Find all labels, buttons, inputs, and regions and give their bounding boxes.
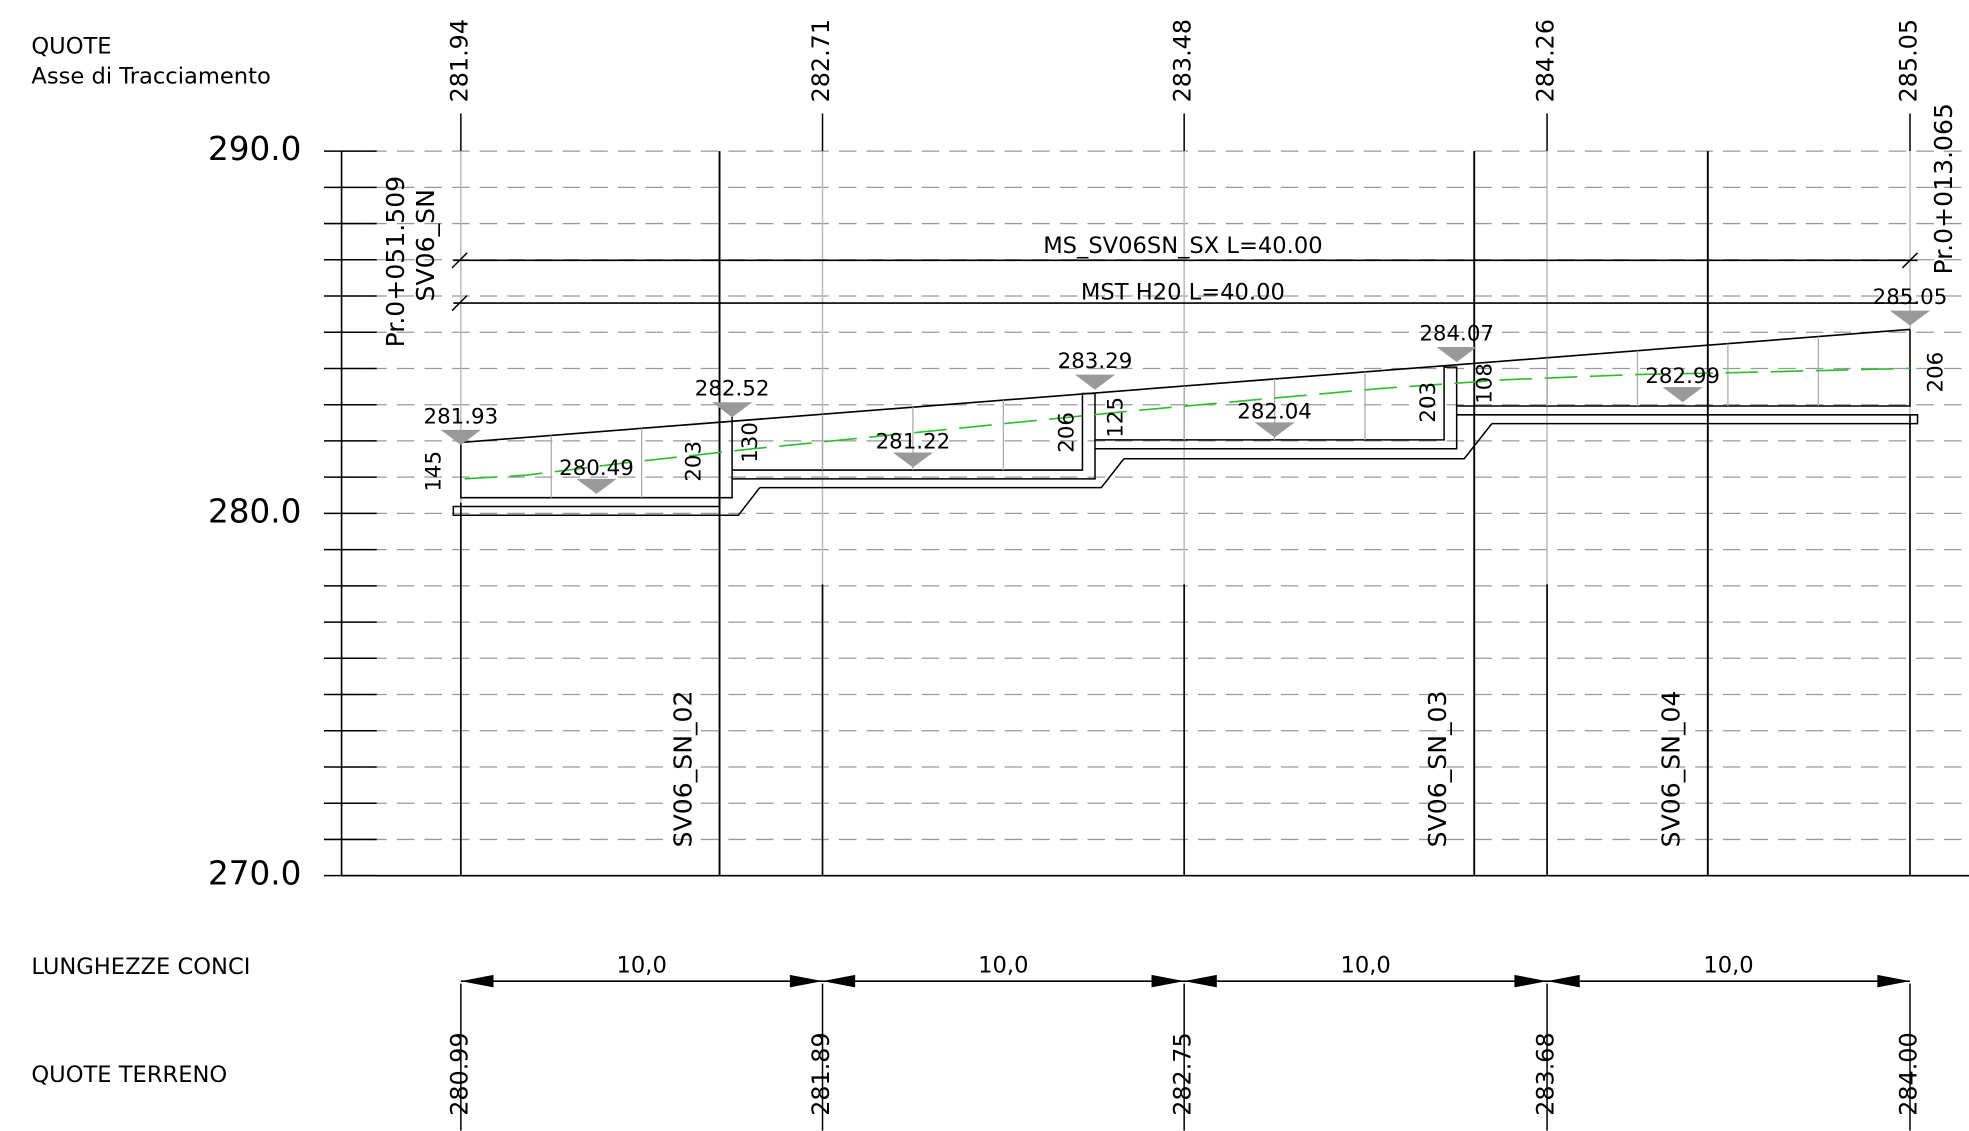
arrow-head <box>1514 974 1548 988</box>
outline <box>1095 366 1458 450</box>
outline <box>1456 329 1911 407</box>
ground-elevation: 284.00 <box>1894 1032 1922 1115</box>
station-elevation: 282.71 <box>807 19 835 102</box>
ground-elevation: 282.75 <box>1169 1032 1197 1115</box>
wall-label: SV06_SN_03 <box>1423 691 1452 848</box>
beam-label: MST H20 L=40.00 <box>1081 280 1285 306</box>
dimension-label: 203 <box>1416 382 1441 423</box>
dimension-label: 203 <box>681 441 706 482</box>
bottom-elevation: 281.22 <box>876 429 951 454</box>
outline <box>452 404 761 517</box>
outline <box>732 392 1096 480</box>
elevation-marker <box>712 402 753 418</box>
elevation-marker <box>1254 422 1295 438</box>
elevation-marker <box>1889 310 1931 326</box>
arrow-head <box>460 974 494 988</box>
dimension-label: 206 <box>1923 352 1948 393</box>
arrow-head <box>1151 974 1185 988</box>
row-label: LUNGHEZZE CONCI <box>31 954 250 980</box>
ground-elevation: 281.89 <box>807 1032 835 1115</box>
section-progressive: Pr.0+051.509 <box>381 176 410 348</box>
top-elevation: 284.07 <box>1419 321 1494 346</box>
elevation-label: 290.0 <box>208 130 301 168</box>
outline <box>1456 414 1919 425</box>
arrow-head <box>1877 974 1910 988</box>
dimension-label: 125 <box>1103 397 1128 438</box>
dimension-label: 130 <box>738 422 763 463</box>
top-elevation: 282.52 <box>695 377 770 402</box>
ground-elevation: 280.99 <box>445 1032 473 1115</box>
elevation-marker <box>892 452 934 468</box>
elevation-marker <box>1074 374 1116 390</box>
station-elevation: 283.48 <box>1169 19 1197 102</box>
beam-label: MS_SV06SN_SX L=40.00 <box>1043 233 1322 259</box>
dimension-label: 206 <box>1054 412 1079 453</box>
elevation-marker <box>576 478 617 494</box>
station-elevation: 281.94 <box>445 19 473 102</box>
arrow-head <box>1547 974 1580 988</box>
outline <box>464 367 1911 480</box>
elevation-marker <box>1662 387 1703 403</box>
wall-label: SV06_SN_04 <box>1657 691 1686 848</box>
wall-label: SV06_SN_02 <box>668 691 697 848</box>
row-label: QUOTE TERRENO <box>31 1062 227 1088</box>
line <box>1901 252 1919 269</box>
line <box>451 252 468 269</box>
top-elevation: 281.93 <box>424 404 499 429</box>
segment-length: 10,0 <box>1340 953 1390 979</box>
header-subtitle: Asse di Tracciamento <box>31 64 270 90</box>
dimension-label: 145 <box>421 451 446 492</box>
top-elevation: 283.29 <box>1058 349 1133 374</box>
bottom-elevation: 282.04 <box>1237 399 1312 424</box>
line <box>451 294 468 312</box>
segment-length: 10,0 <box>1703 953 1753 979</box>
elevation-label: 270.0 <box>208 855 301 893</box>
segment-length: 10,0 <box>978 953 1028 979</box>
arrow-head <box>789 974 823 988</box>
outline <box>460 328 1911 444</box>
elevation-marker <box>440 429 481 445</box>
section-progressive: Pr.0+013.065 <box>1929 103 1958 275</box>
outline <box>759 458 1125 489</box>
bottom-elevation: 282.99 <box>1645 364 1720 389</box>
bottom-elevation: 280.49 <box>559 456 634 481</box>
segment-length: 10,0 <box>617 953 667 979</box>
elevation-marker <box>1436 347 1477 363</box>
station-elevation: 285.05 <box>1894 19 1922 102</box>
top-elevation: 285.05 <box>1873 285 1948 310</box>
arrow-head <box>822 974 856 988</box>
arrow-head <box>1184 974 1217 988</box>
elevation-label: 280.0 <box>208 492 301 530</box>
ground-elevation: 283.68 <box>1532 1032 1560 1115</box>
header-title: QUOTE <box>31 33 111 59</box>
outline <box>1123 423 1493 460</box>
station-elevation: 284.26 <box>1532 19 1560 102</box>
dimension-label: 108 <box>1473 363 1498 404</box>
section-name: SV06_SN <box>411 189 440 301</box>
